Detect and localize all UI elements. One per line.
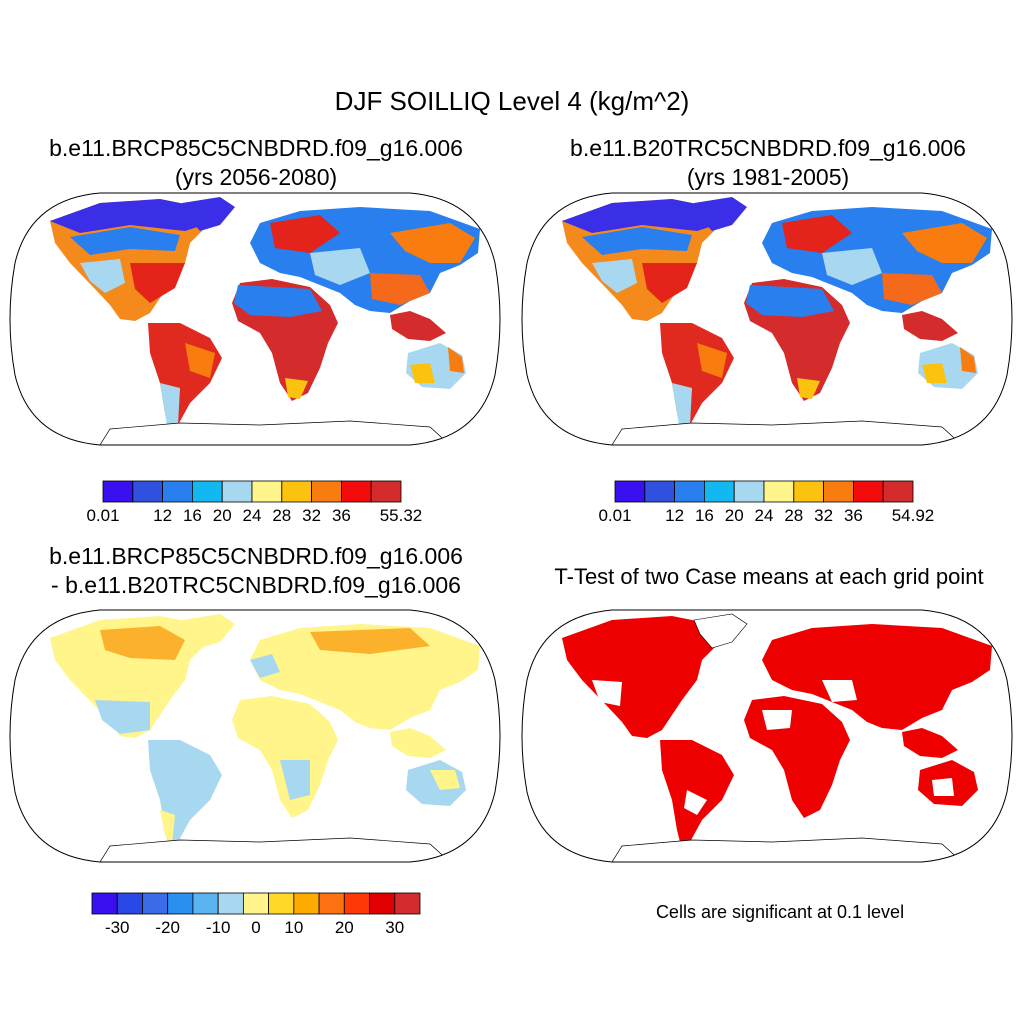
colorbar-tick-label: 20 (725, 506, 744, 525)
colorbar-swatch (853, 480, 884, 503)
colorbar-swatch (394, 892, 421, 915)
panel-3-title-line1: b.e11.BRCP85C5CNBDRD.f09_g16.006 (49, 543, 463, 569)
colorbar-swatch (191, 480, 223, 503)
map-historical-case (521, 192, 1013, 446)
colorbar-historical-case: 0.01 12 16 20 24 28 32 36 54.92 (598, 480, 935, 525)
panel-2-title-line1: b.e11.B20TRC5CNBDRD.f09_g16.006 (570, 135, 966, 161)
colorbar-swatch (251, 480, 283, 503)
colorbar-tick-label: 16 (183, 506, 202, 525)
colorbar-swatch (318, 892, 345, 915)
colorbar-swatch (162, 480, 193, 503)
colorbar-tick-label: 32 (302, 506, 321, 525)
colorbar-future-case: 0.01 12 16 20 24 28 32 36 55.32 (86, 480, 423, 525)
colorbar-swatch (614, 480, 646, 503)
significance-note: Cells are significant at 0.1 level (655, 902, 905, 922)
colorbar-tick-label: 36 (332, 506, 351, 525)
colorbar-swatch (369, 892, 396, 915)
map-future-case (9, 192, 501, 446)
panel-3-title-line2: - b.e11.B20TRC5CNBDRD.f09_g16.006 (51, 572, 461, 598)
colorbar-swatch (704, 480, 735, 503)
colorbar-swatch (221, 480, 253, 503)
colorbar-tick-label: 0.01 (86, 506, 119, 525)
colorbar-swatch (733, 480, 765, 503)
colorbar-tick-label: 16 (695, 506, 714, 525)
panel-3-title: b.e11.BRCP85C5CNBDRD.f09_g16.006 - b.e11… (16, 542, 496, 600)
colorbar-tick-label: 32 (814, 506, 833, 525)
colorbar-tick-label: -10 (206, 918, 231, 937)
colorbar-tick-label: 20 (213, 506, 232, 525)
colorbar-tick-label: -20 (155, 918, 180, 937)
map-t-test (521, 609, 1013, 863)
colorbar-tick-label: 28 (784, 506, 803, 525)
colorbar-tick-label: 12 (153, 506, 172, 525)
colorbar-swatch (116, 892, 143, 915)
colorbar-swatch (192, 892, 219, 915)
colorbar-swatch (217, 892, 244, 915)
colorbar-swatch (674, 480, 705, 503)
colorbar-swatch (91, 892, 118, 915)
map-difference (9, 609, 501, 863)
colorbar-tick-label: 30 (385, 918, 404, 937)
colorbar-swatch (242, 892, 270, 915)
colorbar-swatch (340, 480, 372, 503)
colorbar-swatch (823, 480, 854, 503)
colorbar-tick-label: 20 (335, 918, 354, 937)
colorbar-swatch (793, 480, 824, 503)
panel-1-title: b.e11.BRCP85C5CNBDRD.f09_g16.006 (yrs 20… (16, 134, 496, 192)
colorbar-swatch (142, 892, 169, 915)
colorbar-swatch (370, 480, 402, 503)
colorbar-tick-label: 0.01 (598, 506, 631, 525)
panel-1-title-line2: (yrs 2056-2080) (174, 164, 338, 190)
panel-1-title-line1: b.e11.BRCP85C5CNBDRD.f09_g16.006 (49, 135, 463, 161)
panel-4-title: T-Test of two Case means at each grid po… (554, 564, 984, 589)
colorbar-swatch (644, 480, 675, 503)
colorbar-swatch (102, 480, 134, 503)
colorbar-tick-label: 54.92 (892, 506, 935, 525)
colorbar-swatch (281, 480, 312, 503)
colorbar-tick-label: 12 (665, 506, 684, 525)
colorbar-tick-label: 55.32 (380, 506, 423, 525)
colorbar-swatch (882, 480, 914, 503)
figure-title: DJF SOILLIQ Level 4 (kg/m^2) (334, 86, 690, 116)
colorbar-difference: -30 -20 -10 0 10 20 30 (91, 892, 421, 937)
colorbar-tick-label: -30 (105, 918, 130, 937)
colorbar-tick-label: 24 (243, 506, 262, 525)
colorbar-swatch (132, 480, 164, 503)
colorbar-tick-label: 10 (284, 918, 303, 937)
colorbar-swatch (167, 892, 194, 915)
colorbar-swatch (311, 480, 342, 503)
colorbar-swatch (763, 480, 795, 503)
panel-2-title-line2: (yrs 1981-2005) (686, 164, 850, 190)
colorbar-swatch (293, 892, 320, 915)
colorbar-swatch (343, 892, 370, 915)
colorbar-swatch (268, 892, 295, 915)
panel-2-title: b.e11.B20TRC5CNBDRD.f09_g16.006 (yrs 198… (528, 134, 1008, 192)
colorbar-tick-label: 36 (844, 506, 863, 525)
colorbar-tick-label: 0 (251, 918, 260, 937)
colorbar-tick-label: 28 (272, 506, 291, 525)
colorbar-tick-label: 24 (755, 506, 774, 525)
